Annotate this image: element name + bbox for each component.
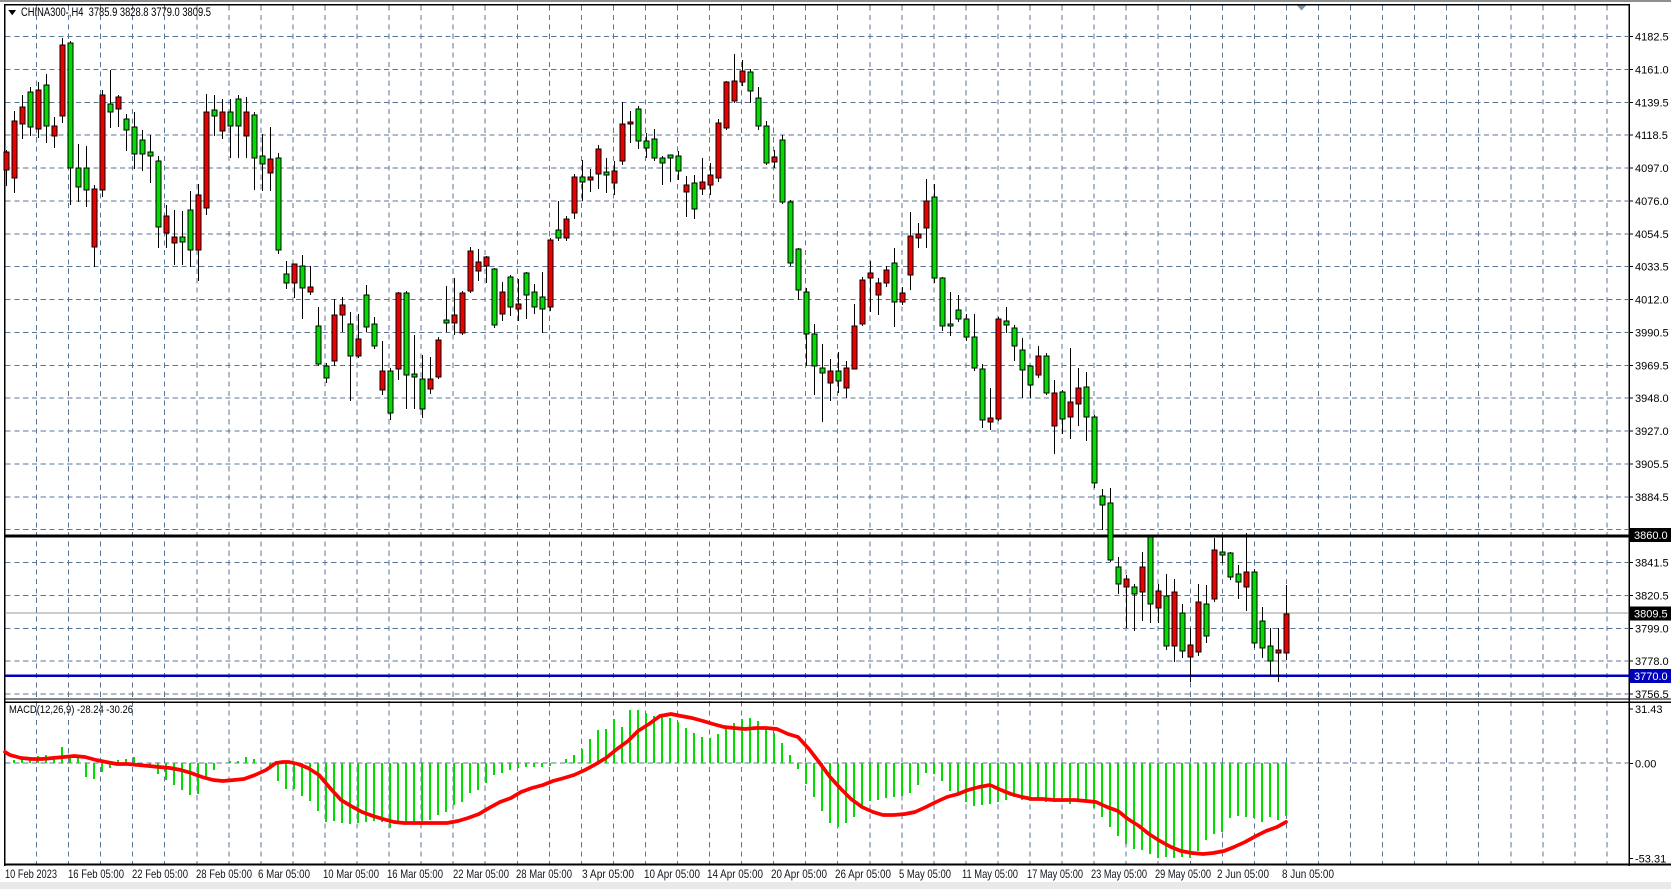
svg-text:-53.31: -53.31 [1635, 854, 1666, 866]
svg-text:3809.5: 3809.5 [1634, 609, 1668, 621]
svg-text:28 Mar 05:00: 28 Mar 05:00 [516, 867, 572, 881]
svg-text:10 Apr 05:00: 10 Apr 05:00 [644, 867, 700, 881]
svg-text:11 May 05:00: 11 May 05:00 [962, 867, 1018, 881]
svg-text:0.00: 0.00 [1635, 759, 1656, 771]
svg-text:4118.5: 4118.5 [1635, 130, 1668, 142]
svg-text:3948.0: 3948.0 [1635, 393, 1669, 405]
svg-text:3 Apr 05:00: 3 Apr 05:00 [582, 867, 634, 881]
svg-text:3969.5: 3969.5 [1635, 360, 1669, 372]
svg-text:31.43: 31.43 [1635, 704, 1663, 716]
svg-text:3884.5: 3884.5 [1635, 492, 1669, 504]
svg-text:14 Apr 05:00: 14 Apr 05:00 [707, 867, 763, 881]
svg-text:23 May 05:00: 23 May 05:00 [1091, 867, 1147, 881]
svg-text:26 Apr 05:00: 26 Apr 05:00 [835, 867, 891, 881]
svg-text:3841.5: 3841.5 [1635, 558, 1669, 570]
svg-text:10 Mar 05:00: 10 Mar 05:00 [323, 867, 379, 881]
svg-text:28 Feb 05:00: 28 Feb 05:00 [196, 867, 252, 881]
svg-text:16 Mar 05:00: 16 Mar 05:00 [387, 867, 443, 881]
svg-text:3905.5: 3905.5 [1635, 459, 1669, 471]
svg-text:3860.0: 3860.0 [1634, 530, 1668, 542]
svg-text:29 May 05:00: 29 May 05:00 [1155, 867, 1211, 881]
svg-text:3778.0: 3778.0 [1635, 656, 1669, 668]
svg-text:4161.0: 4161.0 [1635, 65, 1669, 77]
svg-text:CHINA300-,H4 3785.9 3828.8 37: CHINA300-,H4 3785.9 3828.8 3779.0 3809.5 [21, 7, 211, 19]
svg-text:4033.5: 4033.5 [1635, 262, 1669, 274]
svg-text:5 May 05:00: 5 May 05:00 [899, 867, 951, 881]
svg-text:8 Jun 05:00: 8 Jun 05:00 [1282, 867, 1334, 881]
svg-text:4182.5: 4182.5 [1635, 32, 1669, 44]
svg-text:22 Feb 05:00: 22 Feb 05:00 [132, 867, 188, 881]
svg-text:4012.0: 4012.0 [1635, 295, 1669, 307]
svg-text:16 Feb 05:00: 16 Feb 05:00 [68, 867, 124, 881]
svg-text:3799.0: 3799.0 [1635, 623, 1669, 635]
svg-text:4076.0: 4076.0 [1635, 196, 1669, 208]
svg-text:4139.5: 4139.5 [1635, 97, 1669, 109]
svg-text:MACD(12,26,9) -28.24 -30.26: MACD(12,26,9) -28.24 -30.26 [9, 704, 133, 716]
svg-text:2 Jun 05:00: 2 Jun 05:00 [1217, 867, 1269, 881]
svg-text:3770.0: 3770.0 [1634, 671, 1668, 683]
svg-text:20 Apr 05:00: 20 Apr 05:00 [771, 867, 827, 881]
svg-text:17 May 05:00: 17 May 05:00 [1027, 867, 1083, 881]
svg-text:3927.0: 3927.0 [1635, 426, 1669, 438]
svg-text:22 Mar 05:00: 22 Mar 05:00 [453, 867, 509, 881]
svg-text:6 Mar 05:00: 6 Mar 05:00 [258, 867, 310, 881]
svg-text:3756.5: 3756.5 [1635, 689, 1669, 701]
svg-text:3990.5: 3990.5 [1635, 327, 1669, 339]
svg-text:10 Feb 2023: 10 Feb 2023 [5, 867, 57, 881]
svg-text:4054.5: 4054.5 [1635, 229, 1669, 241]
svg-text:3820.5: 3820.5 [1635, 590, 1669, 602]
svg-text:4097.0: 4097.0 [1635, 163, 1669, 175]
